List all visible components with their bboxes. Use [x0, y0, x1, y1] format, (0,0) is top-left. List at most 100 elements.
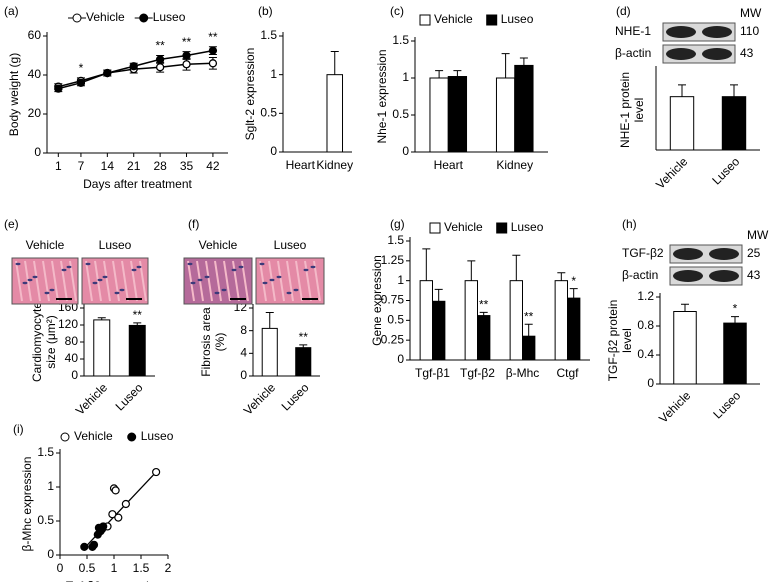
error-bar [97, 317, 106, 320]
mw-value: 43 [747, 268, 761, 282]
data-point [155, 63, 165, 72]
panel-label: (a) [4, 4, 19, 18]
fiber-streak [24, 260, 32, 302]
nucleus [204, 275, 210, 279]
x-tick-label: β-Mhc [506, 366, 540, 380]
y-tick-label: 1.2 [637, 289, 654, 303]
legend-swatch [486, 14, 498, 26]
x-tick-label: Vehicle [653, 154, 690, 191]
x-tick-label: Vehicle [73, 380, 110, 417]
x-tick-label: Kidney [496, 158, 533, 172]
y-tick-label: 1.5 [387, 233, 404, 247]
data-point [111, 486, 120, 495]
x-tick-label: Vehicle [656, 388, 693, 425]
data-point [80, 542, 89, 551]
bar [326, 74, 344, 153]
x-tick-label: 21 [127, 159, 141, 173]
x-tick-label: Kidney [316, 158, 353, 172]
data-point [182, 51, 191, 60]
fiber-streak [51, 260, 59, 302]
bar [295, 347, 312, 377]
legend-marker [139, 13, 149, 23]
significance-label: ** [208, 30, 218, 44]
significance-label: ** [155, 39, 165, 53]
error-bar [435, 70, 444, 78]
bar [477, 315, 491, 361]
x-tick-label: Tgf-β1 [415, 366, 450, 380]
y-tick-label: 0 [71, 368, 78, 382]
blot-label: β-actin [622, 268, 658, 282]
y-tick-label: 1.5 [392, 33, 409, 47]
error-bar [133, 322, 142, 326]
y-tick-label: 0 [402, 144, 409, 158]
bar [419, 280, 433, 361]
blot-band [673, 248, 703, 260]
nucleus [15, 262, 21, 266]
bar [554, 280, 568, 361]
data-point [103, 68, 112, 78]
x-tick-label: 1 [55, 159, 62, 173]
image-label: Luseo [99, 238, 132, 252]
error-bar [330, 50, 339, 75]
fiber-streak [214, 260, 222, 302]
bar [128, 324, 146, 377]
data-point [155, 55, 165, 64]
bar [514, 64, 534, 153]
fiber-streak [286, 260, 294, 302]
error-bar [422, 248, 431, 281]
significance-label: ** [524, 309, 534, 323]
bar [261, 327, 278, 377]
y-tick-label: 0.75 [381, 293, 405, 307]
y-tick-label: 0 [397, 352, 404, 366]
legend-label: Luseo [141, 429, 174, 443]
nucleus [262, 281, 268, 285]
x-tick-label: 1 [111, 561, 118, 575]
nucleus [102, 275, 108, 279]
blot-band [709, 248, 739, 260]
error-bar [557, 272, 566, 281]
nucleus [61, 268, 67, 272]
x-tick-label: 28 [153, 159, 167, 173]
y-tick-label: 20 [28, 106, 42, 120]
legend-label: Luseo [501, 12, 534, 26]
y-axis-label: level [632, 98, 646, 123]
bar [721, 96, 747, 151]
blot-band [673, 270, 703, 282]
nucleus [92, 281, 98, 285]
significance-label: ** [479, 298, 489, 312]
y-axis-label: Nhe-1 expression [375, 49, 389, 143]
fiber-streak [103, 260, 111, 302]
significance-label: * [79, 61, 84, 75]
data-point [99, 522, 108, 531]
error-bar [467, 260, 476, 281]
error-bar [501, 53, 510, 78]
panel-label: (d) [616, 4, 631, 18]
blot-band [702, 48, 732, 60]
error-bar [265, 312, 274, 329]
blot-label: β-actin [615, 46, 651, 60]
y-axis-label: (%) [213, 333, 227, 352]
nucleus [32, 275, 38, 279]
fiber-streak [15, 260, 23, 302]
fiber-streak [295, 260, 303, 302]
x-tick-label: 1.5 [133, 561, 150, 575]
y-tick-label: 0 [240, 368, 247, 382]
nucleus [221, 288, 227, 292]
y-tick-label: 4 [240, 346, 247, 360]
panel-label: (h) [622, 217, 637, 231]
nucleus [269, 278, 275, 282]
y-axis-label: Body weight (g) [7, 53, 21, 136]
significance-label: * [571, 274, 576, 288]
data-point [152, 467, 161, 477]
y-tick-label: 0 [270, 144, 277, 158]
y-tick-label: 0 [34, 145, 41, 159]
fiber-streak [232, 260, 240, 302]
error-bar [524, 323, 533, 337]
panel-label: (e) [4, 217, 19, 231]
data-point [76, 78, 86, 87]
y-tick-label: 40 [28, 67, 42, 81]
significance-label: ** [133, 308, 143, 322]
y-tick-label: 0.5 [387, 313, 404, 327]
mw-value: 25 [747, 246, 761, 260]
fiber-streak [187, 260, 195, 302]
